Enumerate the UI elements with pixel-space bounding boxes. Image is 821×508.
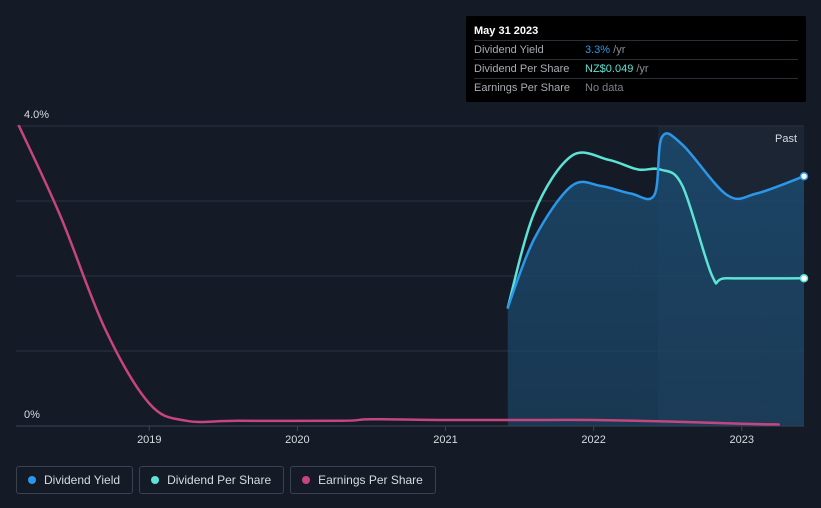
legend-dot-icon (302, 476, 311, 484)
legend-label: Dividend Yield (44, 473, 121, 487)
tooltip-number: NZ$0.049 (585, 63, 634, 75)
tooltip-label: Dividend Yield (474, 44, 544, 56)
legend-item-dividend-per-share[interactable]: Dividend Per Share (139, 466, 285, 494)
tooltip-row-earnings-per-share: Earnings Per Share No data (474, 78, 798, 97)
legend: Dividend Yield Dividend Per Share Earnin… (16, 466, 436, 494)
legend-item-earnings-per-share[interactable]: Earnings Per Share (290, 466, 436, 494)
legend-dot-icon (151, 476, 160, 484)
tooltip-number: No data (585, 82, 624, 94)
tooltip-unit: /yr (610, 44, 626, 56)
tooltip-value: 3.3% /yr (585, 41, 625, 59)
x-tick-label: 2019 (137, 434, 161, 446)
tooltip: May 31 2023 Dividend Yield 3.3% /yr Divi… (466, 16, 806, 102)
tooltip-value: No data (585, 79, 624, 97)
series-end-point (799, 172, 809, 181)
tooltip-row-dividend-per-share: Dividend Per Share NZ$0.049 /yr (474, 59, 798, 78)
x-tick-label: 2020 (285, 434, 309, 446)
series-end-point (799, 274, 809, 283)
tooltip-date: May 31 2023 (474, 25, 539, 37)
tooltip-number: 3.3% (585, 44, 611, 56)
legend-item-dividend-yield[interactable]: Dividend Yield (16, 466, 134, 494)
series-line-dividend-per-share (506, 151, 806, 309)
tooltip-label: Dividend Per Share (474, 63, 570, 75)
legend-label: Dividend Per Share (167, 473, 272, 487)
y-tick-label-top: 4.0% (24, 109, 49, 121)
y-tick-label-bottom: 0% (24, 409, 40, 421)
tooltip-row-dividend-yield: Dividend Yield 3.3% /yr (474, 40, 798, 59)
tooltip-label: Earnings Per Share (474, 82, 570, 94)
past-label: Past (775, 133, 797, 145)
series-line-dividend-yield (506, 132, 806, 309)
tooltip-unit: /yr (633, 63, 649, 75)
legend-dot-icon (28, 476, 36, 484)
tooltip-value: NZ$0.049 /yr (585, 60, 649, 78)
x-tick-label: 2022 (581, 434, 605, 446)
legend-label: Earnings Per Share (318, 473, 423, 487)
x-tick-label: 2023 (730, 434, 754, 446)
series-line-earnings-per-share (17, 124, 781, 426)
dividend-yield-area (507, 133, 804, 427)
x-tick-label: 2021 (433, 434, 457, 446)
